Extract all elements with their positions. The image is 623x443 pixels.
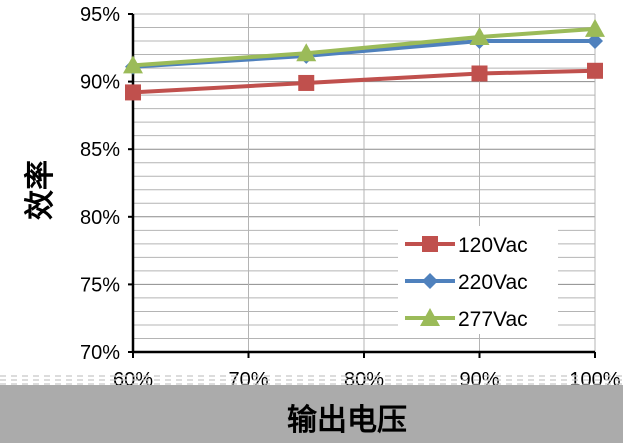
y-tick-label: 75% <box>80 274 120 296</box>
series-line <box>132 39 595 69</box>
series-group <box>123 18 605 101</box>
series-277Vac <box>123 18 605 74</box>
data-point <box>471 65 488 82</box>
data-point <box>587 62 603 79</box>
x-axis-label: 输出电压 <box>287 403 407 438</box>
legend-label: 277Vac <box>458 308 528 331</box>
legend-marker <box>420 308 440 326</box>
series-120Vac <box>125 62 603 101</box>
y-axis-label: 效率 <box>23 160 58 220</box>
data-point <box>125 84 141 101</box>
legend-marker <box>422 236 438 252</box>
series-line <box>132 68 596 95</box>
y-tick-label: 85% <box>80 139 120 161</box>
data-point <box>587 33 603 50</box>
data-point <box>123 55 143 74</box>
legend-marker <box>422 273 438 289</box>
series-line <box>132 26 596 68</box>
data-point <box>585 18 605 37</box>
y-tick-label: 95% <box>80 4 120 26</box>
data-point <box>296 43 317 62</box>
x-label-band <box>0 385 623 443</box>
legend-label: 220Vac <box>458 271 528 294</box>
legend-label: 120Vac <box>458 234 528 257</box>
y-tick-label: 90% <box>80 72 120 94</box>
data-point <box>469 26 490 45</box>
y-tick-label: 80% <box>80 207 120 229</box>
legend: 120Vac 220Vac 277Vac <box>398 226 558 334</box>
y-tick-label: 70% <box>80 342 120 364</box>
y-tick-labels: 70% 75% 80% 85% 90% 95% <box>80 4 120 364</box>
data-point <box>298 74 315 91</box>
